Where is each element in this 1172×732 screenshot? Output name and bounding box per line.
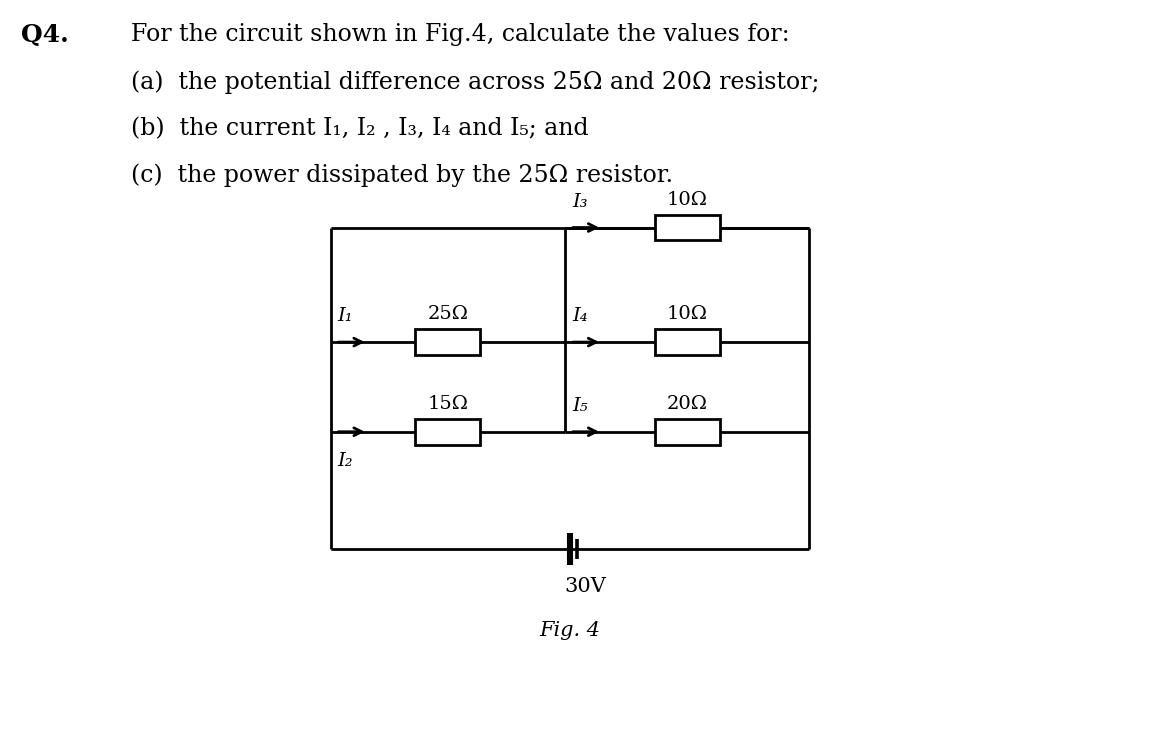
Text: I₁: I₁ [338,307,353,325]
Text: 25Ω: 25Ω [428,305,469,323]
Text: For the circuit shown in Fig.4, calculate the values for:: For the circuit shown in Fig.4, calculat… [131,23,790,46]
Bar [415,419,481,445]
Text: (a)  the potential difference across 25Ω and 20Ω resistor;: (a) the potential difference across 25Ω … [131,70,819,94]
Text: (b)  the current I₁, I₂ , I₃, I₄ and I₅; and: (b) the current I₁, I₂ , I₃, I₄ and I₅; … [131,117,588,140]
Text: 20Ω: 20Ω [667,395,708,413]
Text: I₅: I₅ [572,397,587,415]
Text: I₂: I₂ [338,452,353,470]
Bar [415,329,481,355]
Text: 15Ω: 15Ω [428,395,469,413]
Text: Fig. 4: Fig. 4 [539,621,600,640]
Text: 10Ω: 10Ω [667,190,708,209]
Text: I₃: I₃ [572,193,587,211]
Bar [655,214,720,241]
Text: Q4.: Q4. [21,23,69,48]
Text: I₄: I₄ [572,307,587,325]
Bar [655,419,720,445]
Bar [655,329,720,355]
Text: 30V: 30V [564,578,606,596]
Text: 10Ω: 10Ω [667,305,708,323]
Text: (c)  the power dissipated by the 25Ω resistor.: (c) the power dissipated by the 25Ω resi… [131,164,673,187]
